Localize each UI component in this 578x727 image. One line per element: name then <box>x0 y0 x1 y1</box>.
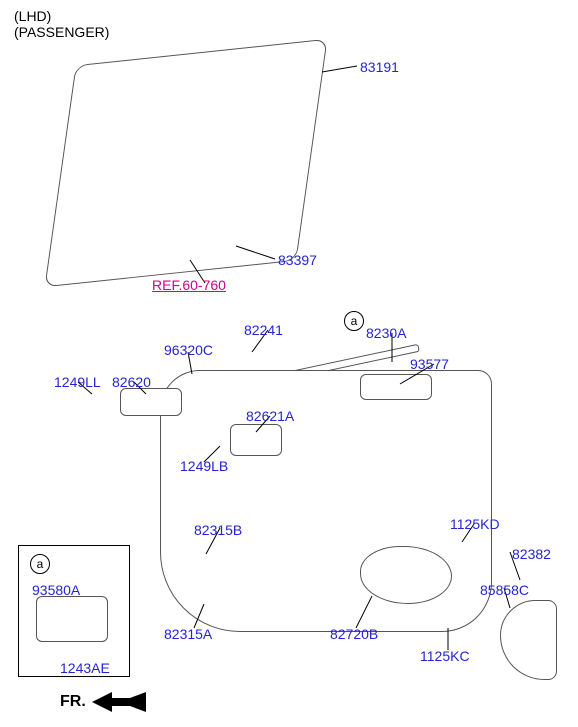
diagram-canvas: { "meta": { "lhd_line": "(LHD)", "passen… <box>0 0 578 727</box>
part-label-96320C[interactable]: 96320C <box>164 342 213 358</box>
part-label-1249LB[interactable]: 1249LB <box>180 458 228 474</box>
sketch-shape <box>500 600 557 680</box>
callout-a: a <box>344 311 364 331</box>
detail-inset-box <box>18 545 130 677</box>
sketch-shape <box>44 39 327 287</box>
part-label-82315B[interactable]: 82315B <box>194 522 242 538</box>
part-label-8230A[interactable]: 8230A <box>366 325 406 341</box>
sketch-shape <box>230 424 282 456</box>
reference-link[interactable]: REF.60-760 <box>152 277 226 293</box>
part-label-83191[interactable]: 83191 <box>360 59 399 75</box>
callout-letter: a <box>344 311 364 331</box>
part-label-83397[interactable]: 83397 <box>278 252 317 268</box>
front-direction-indicator: FR. <box>60 692 146 712</box>
sketch-shape <box>360 374 432 400</box>
part-label-82241[interactable]: 82241 <box>244 322 283 338</box>
meta-passenger: (PASSENGER) <box>14 24 109 40</box>
meta-lhd: (LHD) <box>14 8 51 24</box>
part-label-82720B[interactable]: 82720B <box>330 626 378 642</box>
part-label-1125KC[interactable]: 1125KC <box>420 648 470 664</box>
part-label-1249LL[interactable]: 1249LL <box>54 374 101 390</box>
part-label-82620[interactable]: 82620 <box>112 374 151 390</box>
part-label-93577[interactable]: 93577 <box>410 356 449 372</box>
arrow-icon <box>92 692 146 712</box>
part-label-85858C[interactable]: 85858C <box>480 582 529 598</box>
part-label-1125KD[interactable]: 1125KD <box>450 516 500 532</box>
part-label-82315A[interactable]: 82315A <box>164 626 212 642</box>
sketch-shape <box>120 388 182 416</box>
part-label-82382[interactable]: 82382 <box>512 546 551 562</box>
sketch-shape <box>360 546 452 604</box>
part-label-82621A[interactable]: 82621A <box>246 408 294 424</box>
fr-label: FR. <box>60 693 86 711</box>
